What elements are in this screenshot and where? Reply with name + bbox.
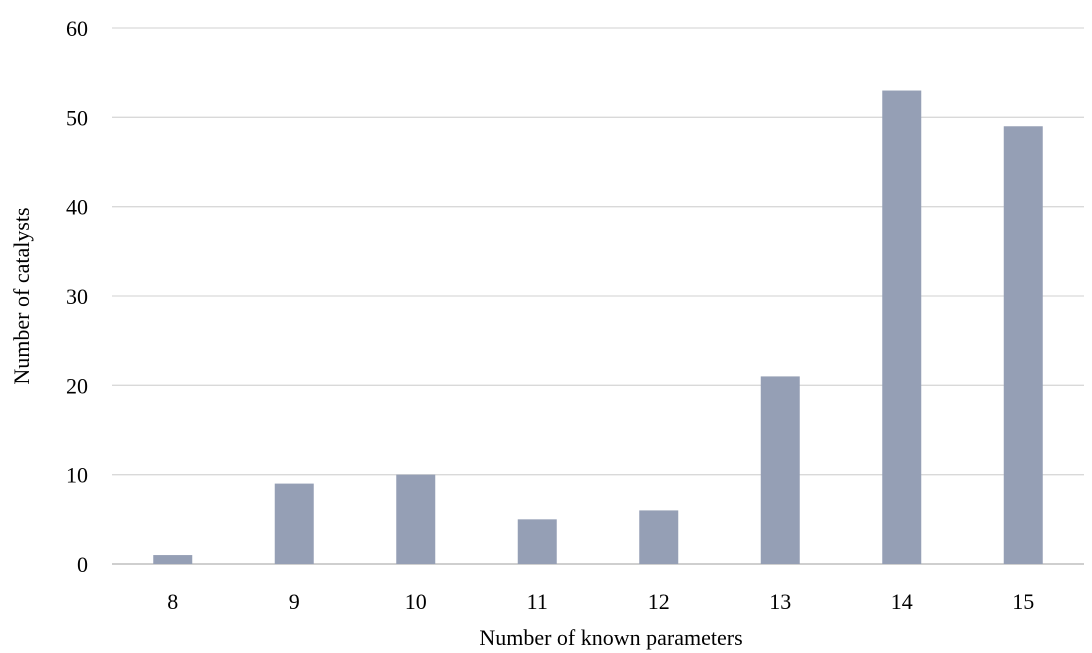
y-tick-label: 50 xyxy=(66,105,88,130)
bars xyxy=(153,90,1043,565)
x-tick-label: 10 xyxy=(405,589,427,614)
gridlines xyxy=(112,27,1084,565)
x-axis-title: Number of known parameters xyxy=(479,625,742,650)
x-tick-label: 13 xyxy=(769,589,791,614)
x-tick-labels: 8 9 10 11 12 13 14 15 xyxy=(167,589,1034,614)
y-axis-title: Number of catalysts xyxy=(9,207,34,384)
bar xyxy=(396,474,436,564)
bar xyxy=(153,555,193,564)
y-tick-labels: 0 10 20 30 40 50 60 xyxy=(66,16,88,577)
bar xyxy=(760,376,800,564)
bar xyxy=(274,483,314,564)
bar xyxy=(882,90,922,565)
x-tick-label: 12 xyxy=(648,589,670,614)
x-tick-label: 9 xyxy=(289,589,300,614)
bar xyxy=(639,510,679,564)
x-tick-label: 11 xyxy=(527,589,548,614)
y-tick-label: 10 xyxy=(66,463,88,488)
x-tick-label: 14 xyxy=(891,589,913,614)
bar xyxy=(1003,126,1043,565)
y-tick-label: 0 xyxy=(77,552,88,577)
y-tick-label: 40 xyxy=(66,195,88,220)
x-tick-label: 15 xyxy=(1012,589,1034,614)
x-tick-label: 8 xyxy=(167,589,178,614)
y-tick-label: 60 xyxy=(66,16,88,41)
y-tick-label: 20 xyxy=(66,373,88,398)
y-tick-label: 30 xyxy=(66,284,88,309)
bar xyxy=(517,519,557,564)
